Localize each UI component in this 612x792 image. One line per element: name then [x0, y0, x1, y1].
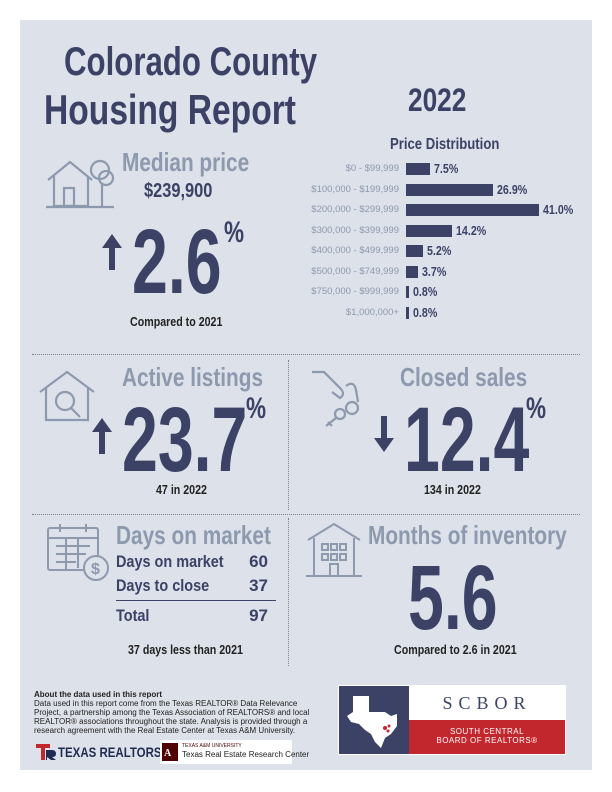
section-divider: [32, 354, 580, 355]
distribution-bar: [406, 306, 409, 319]
calendar-money-icon: $: [47, 524, 109, 581]
closed-sales-note: 134 in 2022: [424, 482, 481, 497]
tr-mark-icon: [36, 744, 56, 760]
distribution-bar: [406, 286, 409, 298]
distribution-bar: [406, 163, 431, 175]
section-divider: [32, 514, 580, 515]
scbor-acronym: SCBOR: [409, 686, 565, 720]
about-data-block: About the data used in this report Data …: [34, 690, 324, 735]
months-inventory-value: 5.6: [408, 547, 498, 649]
active-change-percent: %: [246, 392, 267, 425]
tamu-center-label: Texas Real Estate Research Center: [182, 750, 310, 759]
distribution-category-label: $500,000 - $749,999: [311, 265, 399, 277]
distribution-value-label: 5.2%: [426, 243, 452, 258]
svg-text:A: A: [164, 748, 172, 759]
days-to-close-value: 37: [249, 576, 268, 595]
distribution-value-label: 14.2%: [456, 222, 487, 238]
report-sheet: Colorado County Housing Report 2022 Medi…: [20, 20, 592, 770]
distribution-category-label: $750,000 - $999,999: [311, 286, 399, 297]
distribution-category-label: $300,000 - $399,999: [311, 224, 399, 236]
report-title-line1: Colorado County: [64, 40, 318, 84]
distribution-category-label: $400,000 - $499,999: [311, 245, 399, 256]
distribution-row: $750,000 - $999,999 0.8%: [20, 284, 592, 299]
days-to-close-label: Days to close: [116, 576, 210, 595]
distribution-value-label: 3.7%: [422, 263, 447, 279]
distribution-category-label: $0 - $99,999: [345, 163, 399, 174]
days-compare-note: 37 days less than 2021: [128, 642, 243, 657]
house-search-icon: [39, 370, 95, 422]
svg-text:$: $: [91, 561, 100, 578]
distribution-bar: [406, 265, 418, 278]
report-title-line2: Housing Report: [44, 86, 296, 133]
median-change-percent: %: [224, 216, 245, 249]
house-tree-icon: [46, 159, 115, 209]
scbor-name-line2: BOARD OF REALTORS®: [436, 736, 538, 745]
hand-key-icon: [312, 370, 360, 427]
days-on-market-label: Days on market: [116, 552, 224, 571]
active-listings-note: 47 in 2022: [156, 482, 207, 497]
arrow-up-icon: [92, 418, 112, 454]
distribution-row: $500,000 - $749,999 3.7%: [20, 263, 592, 279]
distribution-row: $200,000 - $299,999 41.0%: [20, 202, 592, 217]
distribution-value-label: 7.5%: [434, 161, 459, 176]
days-on-market-heading: Days on market: [116, 520, 271, 550]
distribution-value-label: 0.8%: [412, 304, 437, 320]
about-data-text: Data used in this report come from the T…: [34, 699, 310, 735]
about-data-title: About the data used in this report: [34, 690, 163, 699]
inventory-compare-note: Compared to 2.6 in 2021: [394, 642, 517, 657]
distribution-category-label: $100,000 - $199,999: [311, 183, 399, 195]
report-year: 2022: [408, 82, 467, 118]
total-rule: [116, 600, 276, 601]
total-value: 97: [249, 606, 268, 625]
arrow-down-icon: [374, 416, 394, 452]
median-compare-note: Compared to 2021: [130, 314, 223, 329]
active-change-number: 23.7: [122, 389, 248, 491]
median-price-value: $239,900: [144, 180, 213, 202]
distribution-bar: [406, 183, 494, 196]
distribution-row: $300,000 - $399,999 14.2%: [20, 222, 592, 238]
distribution-bar: [406, 204, 539, 216]
texas-map-icon: [347, 696, 397, 748]
section-divider-vertical: [288, 518, 289, 666]
arrow-up-icon: [102, 234, 122, 270]
scbor-logo: SCBOR SOUTH CENTRAL BOARD OF REALTORS®: [338, 685, 566, 755]
section-divider-vertical: [288, 360, 289, 510]
distribution-value-label: 41.0%: [543, 202, 574, 217]
atm-mark-icon: A: [162, 743, 178, 761]
scbor-name-block: SOUTH CENTRAL BOARD OF REALTORS®: [409, 720, 565, 754]
distribution-category-label: $1,000,000+: [345, 306, 399, 318]
texas-realtors-wordmark: TEXAS REALTORS: [58, 744, 162, 760]
price-distribution-title: Price Distribution: [390, 136, 500, 153]
scbor-name-line1: SOUTH CENTRAL: [449, 727, 525, 736]
closed-change-percent: %: [526, 392, 547, 425]
days-on-market-value: 60: [249, 552, 268, 571]
distribution-value-label: 26.9%: [497, 181, 528, 197]
active-listings-heading: Active listings: [122, 362, 264, 392]
median-change-number: 2.6: [132, 211, 222, 313]
closed-sales-heading: Closed sales: [400, 362, 528, 392]
tamu-logo: A TEXAS A&M UNIVERSITY Texas Real Estate…: [160, 740, 309, 764]
total-label: Total: [116, 606, 150, 625]
distribution-bar: [406, 245, 423, 257]
distribution-row: $100,000 - $199,999 26.9%: [20, 181, 592, 197]
closed-change-number: 12.4: [404, 389, 530, 491]
distribution-category-label: $200,000 - $299,999: [311, 204, 399, 215]
tamu-university-label: TEXAS A&M UNIVERSITY: [182, 743, 242, 749]
months-inventory-heading: Months of inventory: [368, 520, 567, 550]
distribution-row: $1,000,000+ 0.8%: [20, 304, 592, 320]
distribution-value-label: 0.8%: [412, 284, 437, 299]
building-icon: [306, 522, 362, 577]
distribution-row: $0 - $99,999 7.5%: [20, 161, 592, 176]
distribution-row: $400,000 - $499,999 5.2%: [20, 243, 592, 258]
median-price-heading: Median price: [122, 147, 250, 177]
distribution-bar: [406, 224, 453, 237]
